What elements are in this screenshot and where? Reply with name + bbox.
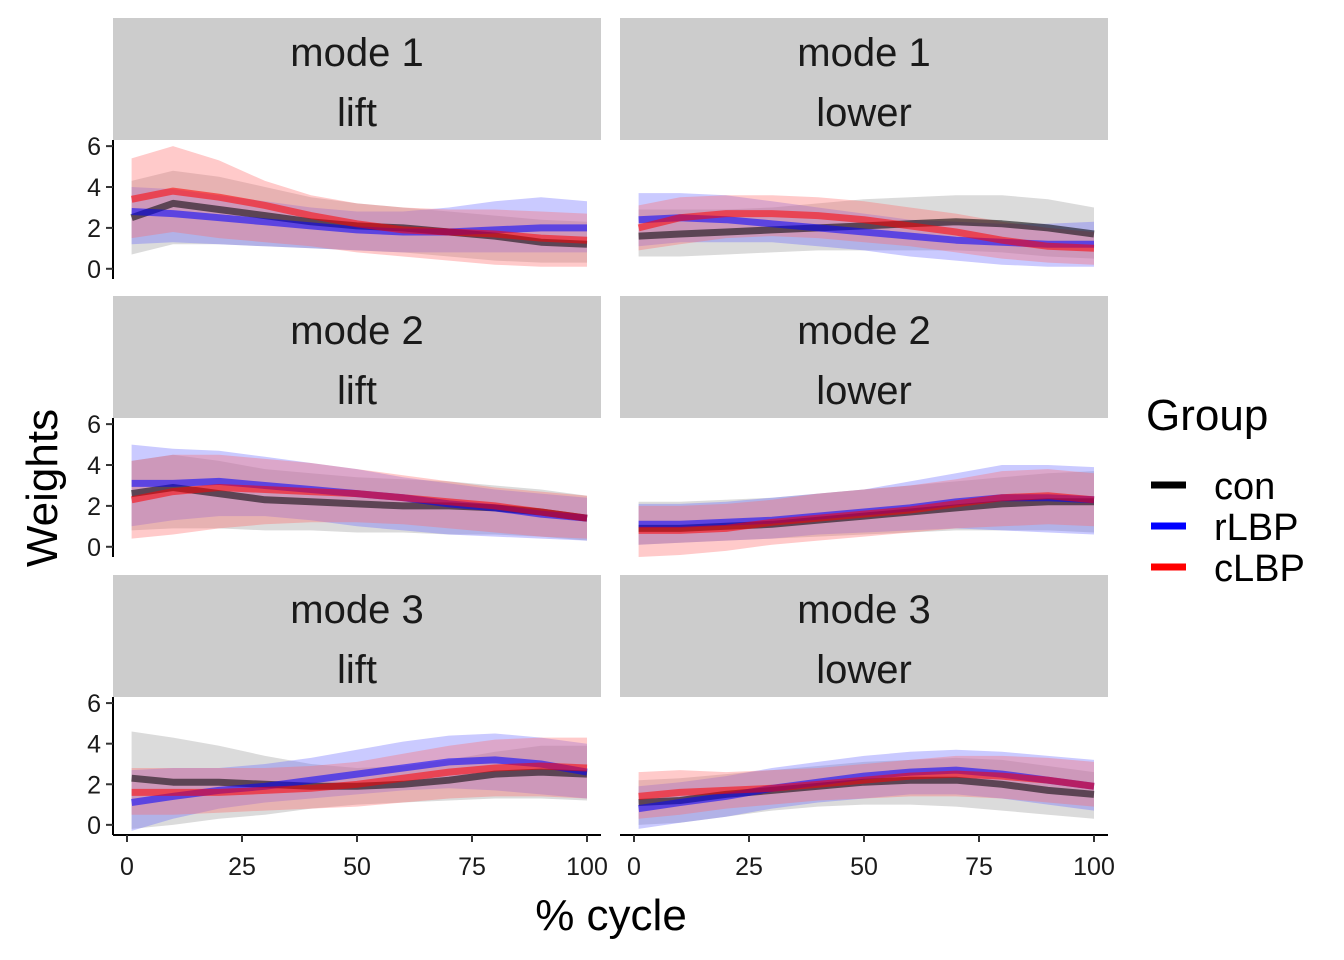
line-cLBP <box>131 762 588 796</box>
line-cLBP <box>130 484 588 522</box>
y-tick-label: 2 <box>87 771 101 799</box>
x-tick-label: 50 <box>850 853 878 881</box>
y-tick-label: 4 <box>87 731 101 759</box>
facet-strip-mode: mode 2 <box>290 309 423 353</box>
y-tick-label: 6 <box>87 133 101 161</box>
panel-lower-mode-1: mode 1 lower <box>620 18 1108 267</box>
panel-lower-mode-3: mode 3 lower <box>620 575 1108 829</box>
facet-strip-mode: mode 2 <box>797 309 930 353</box>
panel-lift-mode-3: mode 3 lift <box>113 575 601 831</box>
panel-lower-mode-2: mode 2 lower <box>620 296 1108 557</box>
y-tick-label: 0 <box>87 812 101 840</box>
y-tick-label: 0 <box>87 534 101 562</box>
line-cLBP <box>637 210 1095 252</box>
facet-strip <box>620 296 1108 418</box>
y-tick-label: 2 <box>87 493 101 521</box>
axes: 0 2 4 6 0 2 4 6 0 2 4 6 0 25 50 75 100 0 25 50 75 100 <box>87 133 1115 881</box>
line-rLBP <box>131 208 587 236</box>
facet-strip-mode: mode 1 <box>797 31 930 75</box>
facet-strip <box>113 296 601 418</box>
facet-strip <box>113 575 601 697</box>
facet-strip <box>620 18 1108 140</box>
facet-strip <box>620 575 1108 697</box>
band-con <box>131 170 587 263</box>
x-tick-label: 75 <box>965 853 993 881</box>
legend-label-con: con <box>1214 466 1275 508</box>
legend-label-rLBP: rLBP <box>1214 507 1298 549</box>
x-tick-label: 100 <box>566 853 608 881</box>
x-tick-label: 50 <box>343 853 371 881</box>
legend-label-cLBP: cLBP <box>1214 548 1305 590</box>
x-tick-label: 100 <box>1073 853 1115 881</box>
panel-lift-mode-2: mode 2 lift <box>113 296 601 541</box>
y-tick-label: 2 <box>87 215 101 243</box>
facet-strip-mode: mode 3 <box>797 588 930 632</box>
y-axis-title: Weights <box>18 409 67 567</box>
line-con <box>638 218 1095 240</box>
facet-strip-mode: mode 3 <box>290 588 423 632</box>
facet-panels: mode 1 lift mode 1 lower mode 2 lift mode 2 low… <box>113 18 1108 831</box>
line-cLBP <box>130 187 588 244</box>
x-tick-label: 0 <box>627 853 641 881</box>
facet-strip-phase: lower <box>816 91 912 135</box>
y-tick-label: 6 <box>87 411 101 439</box>
y-tick-label: 6 <box>87 690 101 718</box>
facet-strip-phase: lift <box>337 91 377 135</box>
facet-strip-phase: lift <box>337 369 377 413</box>
x-tick-label: 25 <box>735 853 763 881</box>
facet-strip-mode: mode 1 <box>290 31 423 75</box>
y-tick-label: 0 <box>87 256 101 284</box>
x-tick-label: 25 <box>228 853 256 881</box>
facet-strip <box>113 18 601 140</box>
y-tick-label: 4 <box>87 452 101 480</box>
facet-strip-phase: lift <box>337 648 377 692</box>
panel-lift-mode-1: mode 1 lift <box>113 18 601 267</box>
facet-strip-phase: lower <box>816 648 912 692</box>
facet-strip-phase: lower <box>816 369 912 413</box>
band-con <box>131 454 587 541</box>
x-axis-title: % cycle <box>535 891 687 940</box>
band-con <box>131 731 587 829</box>
y-tick-label: 4 <box>87 174 101 202</box>
line-cLBP <box>638 492 1095 534</box>
x-tick-label: 0 <box>120 853 134 881</box>
line-cLBP <box>638 770 1095 800</box>
x-tick-label: 75 <box>458 853 486 881</box>
legend-title: Group <box>1146 391 1268 440</box>
